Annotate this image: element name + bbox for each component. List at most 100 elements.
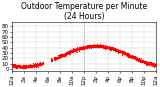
Point (83, 46, 86, 48)
Point (104, 47, 107, 49)
Point (68, 51, 71, 52)
Point (151, 64, 153, 66)
Point (78, 48, 81, 50)
Point (131, 55, 133, 56)
Point (17, 66, 20, 67)
Point (146, 64, 149, 65)
Point (133, 55, 136, 57)
Point (139, 59, 141, 60)
Point (35, 64, 37, 66)
Point (75, 49, 78, 50)
Point (123, 53, 126, 55)
Point (35, 64, 38, 65)
Point (138, 57, 141, 59)
Point (24, 65, 27, 67)
Point (112, 47, 114, 49)
Point (79, 47, 81, 48)
Point (36, 63, 39, 65)
Point (145, 63, 148, 64)
Point (122, 51, 124, 53)
Point (151, 63, 154, 64)
Point (106, 46, 108, 48)
Point (116, 50, 119, 51)
Point (139, 59, 142, 61)
Point (87, 47, 89, 48)
Point (22, 66, 24, 67)
Point (144, 62, 146, 63)
Point (96, 46, 98, 47)
Point (16, 65, 19, 66)
Point (89, 45, 92, 46)
Point (102, 46, 105, 47)
Point (40, 62, 43, 64)
Point (83, 47, 86, 48)
Point (115, 49, 118, 50)
Point (62, 53, 65, 55)
Point (23, 65, 26, 67)
Point (143, 61, 146, 62)
Point (115, 50, 118, 51)
Point (100, 45, 103, 46)
Point (50, 58, 53, 59)
Point (132, 56, 135, 58)
Point (118, 50, 121, 51)
Point (131, 56, 133, 57)
Point (99, 45, 101, 46)
Point (113, 49, 115, 50)
Point (39, 61, 42, 63)
Point (59, 55, 62, 56)
Point (64, 53, 66, 54)
Point (102, 45, 104, 46)
Point (39, 64, 42, 66)
Point (136, 58, 139, 60)
Point (85, 46, 88, 47)
Point (148, 64, 150, 65)
Point (112, 47, 114, 48)
Point (71, 51, 73, 52)
Point (20, 65, 23, 66)
Point (25, 67, 27, 68)
Point (64, 52, 67, 53)
Point (150, 64, 152, 65)
Point (102, 46, 104, 47)
Point (72, 49, 75, 51)
Point (120, 51, 123, 53)
Point (29, 65, 32, 66)
Point (63, 54, 66, 55)
Point (107, 46, 109, 48)
Point (50, 60, 52, 62)
Point (123, 52, 125, 53)
Point (33, 64, 36, 65)
Point (90, 46, 93, 47)
Point (78, 47, 80, 48)
Point (50, 60, 53, 62)
Point (124, 52, 127, 53)
Point (55, 59, 57, 60)
Point (30, 65, 32, 66)
Point (17, 66, 20, 67)
Point (40, 63, 43, 64)
Point (73, 48, 76, 49)
Point (147, 62, 149, 63)
Point (134, 56, 137, 58)
Point (80, 47, 82, 48)
Point (144, 61, 147, 63)
Point (18, 66, 20, 68)
Point (123, 51, 126, 53)
Point (30, 65, 33, 66)
Point (100, 45, 103, 46)
Point (56, 57, 59, 58)
Point (94, 46, 96, 48)
Point (25, 65, 28, 66)
Point (53, 57, 56, 59)
Point (20, 65, 22, 67)
Point (27, 67, 29, 68)
Point (153, 64, 155, 66)
Point (76, 48, 78, 49)
Point (130, 55, 133, 57)
Point (19, 67, 21, 69)
Point (92, 45, 95, 46)
Point (34, 64, 36, 65)
Point (32, 64, 35, 66)
Point (76, 48, 78, 49)
